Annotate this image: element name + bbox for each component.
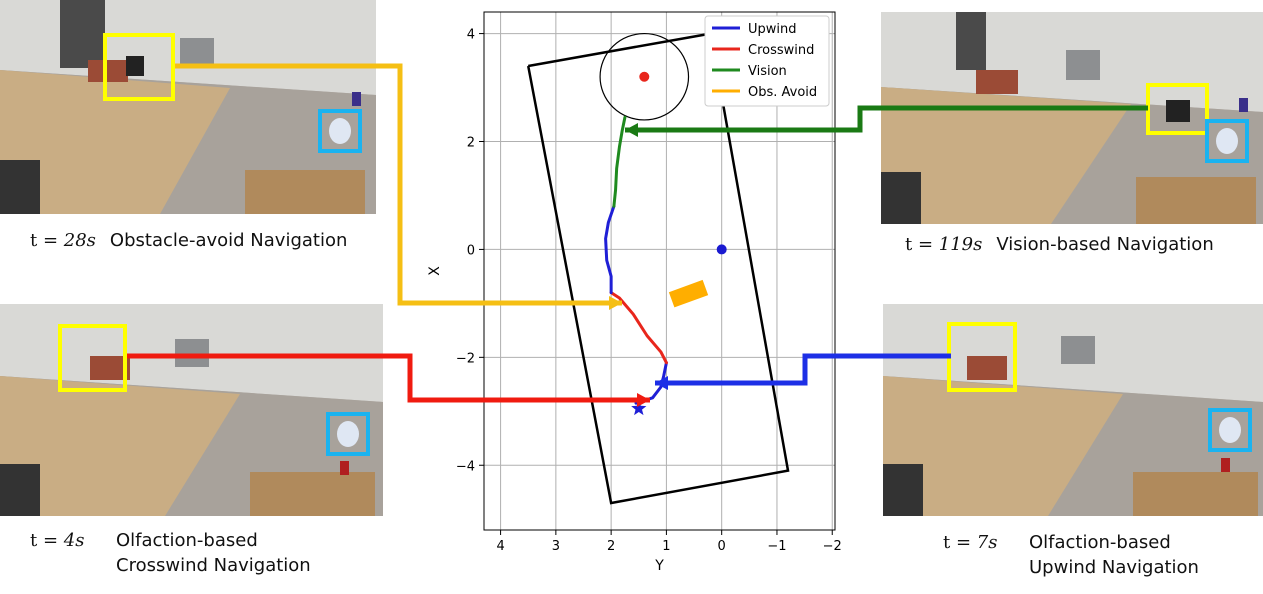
start-star-marker (631, 400, 647, 416)
panel-label-line1: Olfaction-based (1029, 532, 1171, 553)
legend-entry: Crosswind (748, 43, 814, 58)
panel-label: Obstacle-avoid Navigation (109, 230, 348, 251)
panel-label: Vision-based Navigation (996, 234, 1214, 255)
trajectory-upwind (634, 361, 668, 405)
trajectory-vision (612, 115, 627, 208)
legend: Upwind Crosswind Vision Obs. Avoid (704, 15, 830, 107)
x-tick-label: 0 (718, 539, 726, 554)
legend-entry: Vision (748, 64, 787, 79)
room-scene-photo (883, 304, 1263, 516)
plot-frame (483, 11, 836, 531)
obstacle-rect (668, 279, 709, 308)
panel-label-line2: Upwind Navigation (1029, 557, 1199, 578)
arrow-upwind-head (655, 376, 668, 390)
trajectory-crosswind (609, 291, 668, 365)
photo-crosswind (0, 304, 383, 516)
x-tick-label: −1 (767, 539, 786, 554)
x-axis-label: Y (654, 558, 664, 574)
x-tick-label: 4 (496, 539, 504, 554)
caption-crosswind: t = 4s Olfaction-based Crosswind Navigat… (30, 530, 311, 576)
y-tick-label: 2 (467, 136, 475, 151)
target-highlight-box (103, 33, 175, 101)
goal-radius-circle (599, 32, 690, 121)
panel-label-line2: Crosswind Navigation (116, 555, 311, 576)
plot-area (484, 12, 835, 530)
legend-entry: Obs. Avoid (748, 85, 817, 100)
x-tick-label: 1 (662, 539, 670, 554)
y-tick-label: 4 (467, 28, 475, 43)
x-tick-label: −2 (823, 539, 842, 554)
target-highlight-box (58, 324, 127, 392)
x-tick-label: 3 (552, 539, 560, 554)
target-highlight-box (1146, 83, 1209, 135)
arena-outline (526, 32, 790, 505)
legend-entry: Upwind (748, 22, 797, 37)
photo-upwind (883, 304, 1263, 516)
robot-highlight-box (1208, 408, 1252, 452)
caption-vision-based: t = 119s Vision-based Navigation (905, 234, 1214, 255)
y-axis-label: X (427, 266, 443, 276)
caption-upwind: t = 7s Olfaction-based Upwind Navigation (943, 532, 1199, 578)
time-value: 7 (976, 532, 989, 553)
y-tick-label: 0 (467, 243, 475, 258)
y-tick-label: −4 (456, 459, 475, 474)
robot-highlight-box (326, 412, 370, 456)
arrow-vision-head (625, 123, 638, 137)
arrow-crosswind-head (637, 393, 650, 407)
photo-obstacle-avoid (0, 0, 376, 214)
room-scene-photo (0, 304, 383, 516)
room-scene-photo (0, 0, 376, 214)
goal-point (639, 71, 650, 82)
origin-point (716, 244, 727, 255)
photo-vision-based (881, 12, 1263, 224)
panel-label-line1: Olfaction-based (116, 530, 258, 551)
room-scene-photo (881, 12, 1263, 224)
arrow-obstacle-avoid-head (609, 296, 622, 310)
robot-highlight-box (1205, 119, 1249, 163)
time-value: 4 (63, 530, 76, 551)
time-value: 28 (63, 230, 87, 251)
x-tick-label: 2 (607, 539, 615, 554)
caption-obstacle-avoid: t = 28s Obstacle-avoid Navigation (30, 230, 348, 251)
legend-box (704, 15, 830, 107)
y-tick-label: −2 (456, 351, 475, 366)
trajectory-upwind (604, 204, 616, 295)
time-value: 119 (938, 234, 974, 255)
